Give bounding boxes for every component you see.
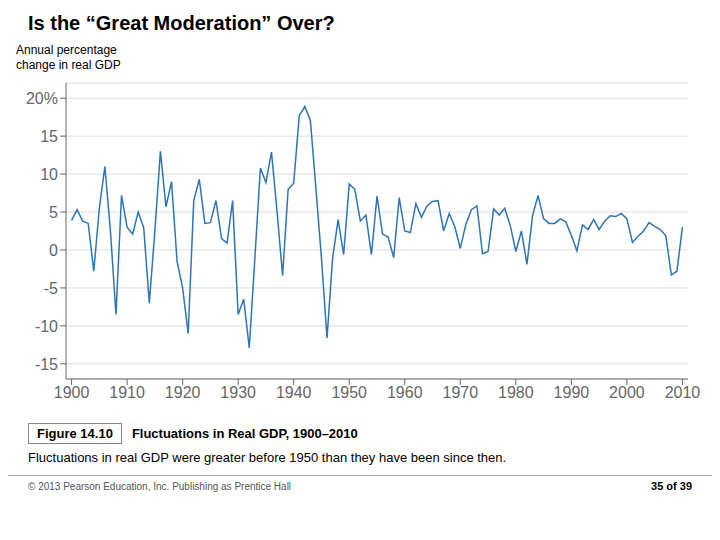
svg-text:1970: 1970 <box>443 384 479 401</box>
html-text:Figure 14.10: Figure 14.10 <box>37 426 113 441</box>
svg-text:1960: 1960 <box>387 384 423 401</box>
svg-text:2000: 2000 <box>609 384 645 401</box>
svg-text:-15: -15 <box>35 356 58 373</box>
svg-text:1980: 1980 <box>498 384 534 401</box>
svg-text:1930: 1930 <box>220 384 256 401</box>
svg-text:5: 5 <box>49 204 58 221</box>
html-text:Is the “Great Moderation” Over: Is the “Great Moderation” Over? <box>28 12 335 34</box>
svg-text:-5: -5 <box>44 280 58 297</box>
html-text:© 2013 Pearson Education, Inc.: © 2013 Pearson Education, Inc. Publishin… <box>28 480 292 492</box>
svg-text:1900: 1900 <box>54 384 90 401</box>
svg-text:2010: 2010 <box>665 384 701 401</box>
svg-text:20%: 20% <box>26 90 58 107</box>
svg-text:0: 0 <box>49 242 58 259</box>
html-text:35 of 39: 35 of 39 <box>651 480 692 492</box>
svg-text:1950: 1950 <box>331 384 367 401</box>
html-text:Fluctuations in Real GDP, 1900: Fluctuations in Real GDP, 1900–2010 <box>131 426 358 441</box>
svg-text:1990: 1990 <box>554 384 590 401</box>
svg-text:1920: 1920 <box>165 384 201 401</box>
svg-text:1940: 1940 <box>276 384 312 401</box>
html-text:change in real GDP: change in real GDP <box>16 58 121 72</box>
svg-text:15: 15 <box>40 128 58 145</box>
svg-text:1910: 1910 <box>109 384 145 401</box>
html-text:Annual percentage: Annual percentage <box>16 43 117 57</box>
html-text:Fluctuations in real GDP were: Fluctuations in real GDP were greater be… <box>28 450 507 465</box>
svg-text:10: 10 <box>40 166 58 183</box>
svg-text:-10: -10 <box>35 318 58 335</box>
